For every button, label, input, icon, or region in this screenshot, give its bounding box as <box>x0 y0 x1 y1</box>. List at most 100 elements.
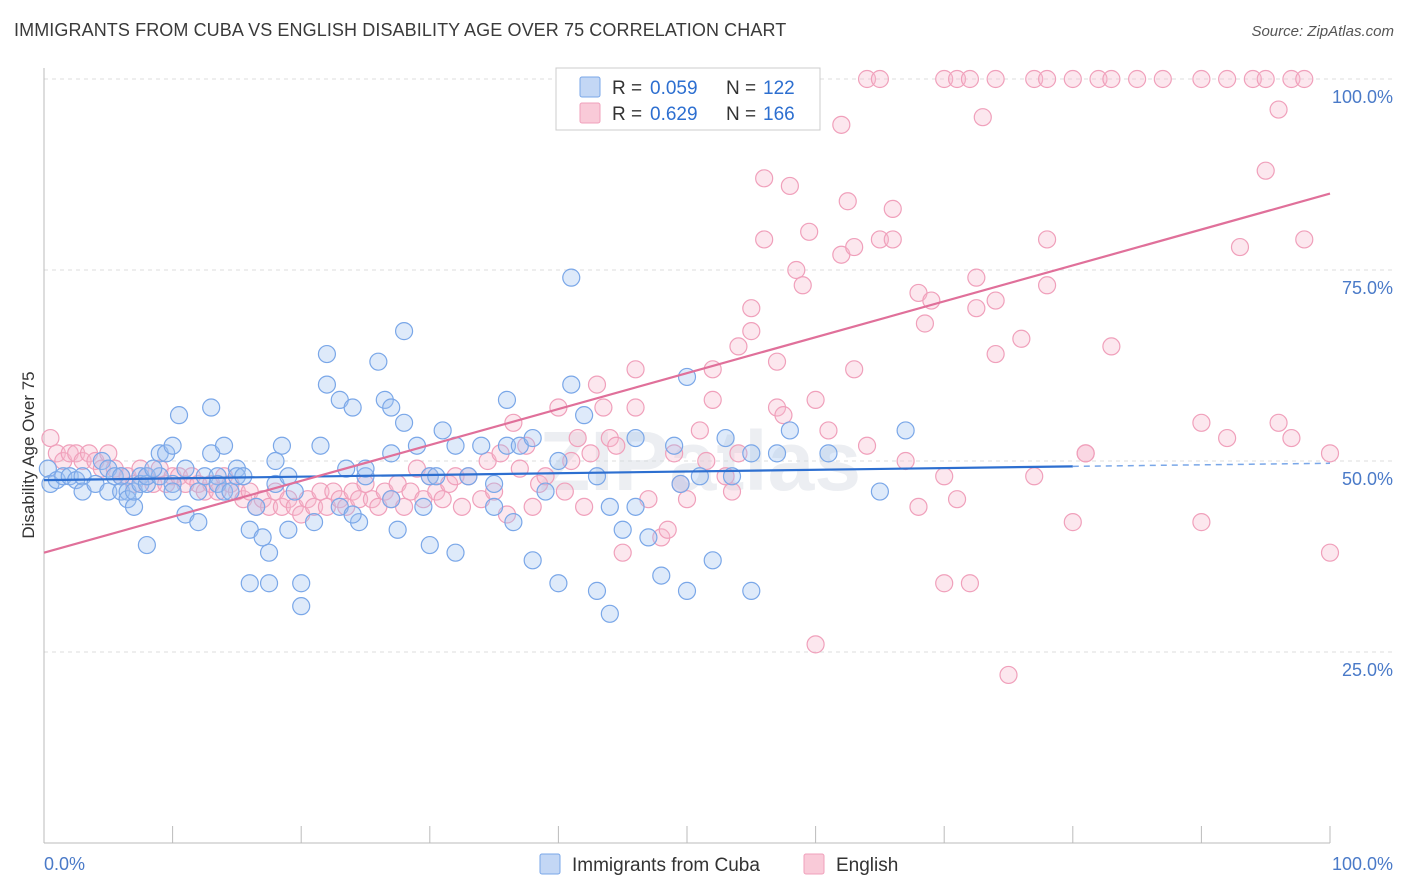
english-point <box>986 291 1005 310</box>
r-label-1: R = <box>612 78 647 99</box>
n-label-1: N = <box>726 78 761 99</box>
cuba-point <box>626 428 645 448</box>
english-point <box>690 421 709 440</box>
cuba-point <box>221 482 240 501</box>
cuba-point <box>343 398 362 417</box>
english-point <box>1230 237 1250 257</box>
cuba-point <box>414 497 433 516</box>
cuba-point <box>369 352 388 371</box>
english-point <box>832 115 851 134</box>
cuba-point <box>99 482 118 501</box>
cuba-point <box>292 574 311 593</box>
english-point <box>1153 69 1172 89</box>
chart-title: IMMIGRANTS FROM CUBA VS ENGLISH DISABILI… <box>14 20 787 40</box>
english-point <box>947 490 967 509</box>
stats-legend: R = 0.059 N = 122 R = 0.629 N = 166 <box>555 67 821 131</box>
english-point <box>1243 69 1262 89</box>
bottom-legend-swatch-english <box>803 853 825 875</box>
cuba-point <box>896 421 915 440</box>
english-point <box>999 665 1018 685</box>
cuba-point <box>536 482 555 501</box>
cuba-point <box>202 398 221 417</box>
english-point <box>729 444 748 463</box>
watermark-text: ZIPatlas <box>539 414 861 508</box>
english-point <box>665 444 684 463</box>
english-point <box>915 314 935 333</box>
n-value-1: 122 <box>763 78 795 99</box>
y-tick-label: 50.0% <box>1342 469 1393 489</box>
cuba-point <box>375 390 394 409</box>
cuba-point <box>562 268 581 287</box>
english-point <box>131 459 150 478</box>
english-point <box>182 467 201 486</box>
english-point <box>47 444 66 463</box>
n-value-2: 166 <box>763 104 795 125</box>
english-points <box>41 69 1340 685</box>
cuba-point <box>189 482 208 501</box>
english-point <box>613 543 632 562</box>
cuba-point <box>279 520 298 539</box>
cuba-point <box>317 344 337 364</box>
english-point <box>1295 69 1314 89</box>
cuba-point <box>311 436 330 455</box>
english-point <box>793 276 812 295</box>
english-point <box>742 322 761 341</box>
english-point <box>99 444 118 463</box>
trendlines <box>43 192 1331 554</box>
cuba-point <box>285 482 304 501</box>
english-point <box>73 451 92 471</box>
english-point <box>1256 69 1275 89</box>
english-point <box>967 299 986 318</box>
english-point <box>845 237 864 257</box>
cuba-point <box>407 436 427 455</box>
english-point <box>530 474 549 494</box>
stats-row1: R = 0.059 N = 122 <box>612 78 795 99</box>
stats-row2: R = 0.629 N = 166 <box>612 104 795 125</box>
english-point <box>857 69 877 89</box>
cuba-point <box>504 513 523 532</box>
bottom-legend: Immigrants from Cuba English <box>539 853 898 876</box>
english-point <box>1269 100 1288 119</box>
english-trendline <box>43 192 1331 554</box>
english-point <box>742 299 761 318</box>
x-ticks <box>43 826 1331 843</box>
english-point <box>259 497 279 516</box>
r-value-2: 0.629 <box>650 104 698 125</box>
cuba-point <box>382 490 401 509</box>
cuba-point <box>157 444 176 463</box>
cuba-point <box>780 421 799 440</box>
cuba-point <box>394 322 414 341</box>
english-point <box>1063 69 1082 89</box>
cuba-point <box>562 375 581 394</box>
english-point <box>1256 161 1275 180</box>
cuba-point <box>247 497 266 516</box>
y-tick-label: 25.0% <box>1342 660 1393 680</box>
cuba-point <box>227 467 246 486</box>
cuba-point <box>292 597 311 616</box>
english-point <box>935 467 954 486</box>
english-point <box>1295 230 1314 249</box>
cuba-point <box>266 451 285 471</box>
cuba-point <box>652 566 671 585</box>
cuba-point <box>767 444 787 463</box>
x-tick-label-max: 100.0% <box>1332 854 1393 874</box>
english-point <box>703 390 722 409</box>
english-point <box>1025 69 1044 89</box>
english-point <box>658 520 677 539</box>
english-point <box>870 69 890 89</box>
cuba-point <box>626 497 645 516</box>
cuba-point <box>575 406 594 425</box>
english-point <box>304 497 324 516</box>
english-point <box>562 451 581 471</box>
english-point <box>838 192 857 211</box>
english-point <box>986 344 1005 364</box>
cuba-point <box>497 436 517 455</box>
english-point <box>960 69 980 89</box>
english-point <box>935 69 954 89</box>
english-point <box>767 352 787 371</box>
cuba-point <box>317 375 337 394</box>
english-point <box>960 574 980 593</box>
cuba-point <box>485 474 504 494</box>
english-point <box>587 375 607 394</box>
